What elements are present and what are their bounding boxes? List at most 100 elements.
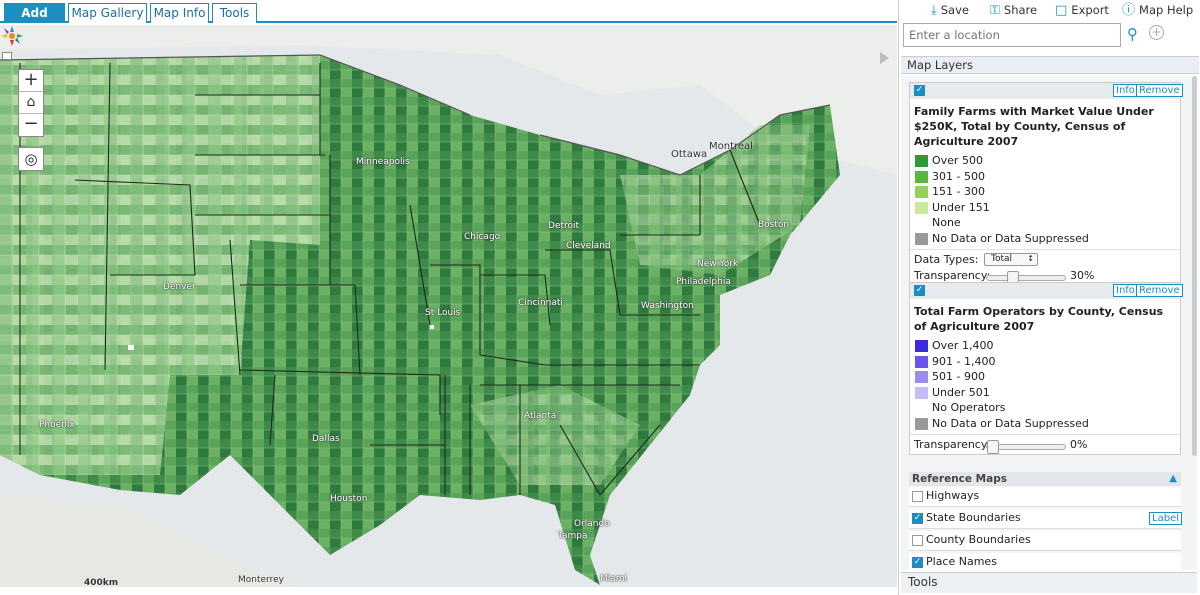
- transparency-label: Transparency:: [914, 269, 991, 282]
- city-label: Atlanta: [524, 411, 557, 421]
- share-label: Share: [1003, 3, 1038, 17]
- legend-item: 151 - 300: [910, 184, 1180, 200]
- reference-maps-header[interactable]: Reference Maps ▲: [909, 472, 1181, 486]
- ref-item-county-boundaries[interactable]: County Boundaries: [909, 531, 1181, 551]
- transparency-slider[interactable]: [986, 271, 1066, 285]
- highways-checkbox[interactable]: [912, 491, 923, 502]
- tab-map-info[interactable]: Map Info: [150, 3, 209, 23]
- zoom-out-button[interactable]: −: [23, 113, 39, 134]
- city-label: Cincinnati: [518, 298, 563, 308]
- county-boundaries-checkbox[interactable]: [912, 535, 923, 546]
- layer-card-farm-operators: ✓ Info Remove Total Farm Operators by Co…: [909, 282, 1183, 455]
- home-button[interactable]: ⌂: [19, 92, 43, 114]
- state-boundaries-checkbox[interactable]: ✓: [912, 513, 923, 524]
- city-label: Dallas: [312, 434, 340, 444]
- data-types-select[interactable]: Total: [984, 253, 1038, 266]
- legend-swatch: [915, 402, 928, 414]
- logo-icon: [1, 26, 23, 46]
- share-icon: ⚿: [990, 3, 1000, 18]
- layer-title: Family Farms with Market Value Under $25…: [914, 105, 1154, 148]
- legend-item: Under 151: [910, 200, 1180, 216]
- legend-item: 301 - 500: [910, 169, 1180, 185]
- layer-title: Total Farm Operators by County, Census o…: [914, 305, 1164, 333]
- ref-item-state-boundaries[interactable]: ✓ State Boundaries Label: [909, 509, 1182, 529]
- location-input[interactable]: [903, 23, 1121, 47]
- legend-swatch: [915, 386, 928, 399]
- city-label: Denver: [163, 282, 196, 292]
- legend-label: Over 1,400: [932, 339, 994, 352]
- ref-item-label: Place Names: [926, 555, 997, 568]
- reference-maps-title: Reference Maps: [912, 473, 1007, 485]
- ref-item-highways[interactable]: Highways: [909, 487, 1181, 507]
- city-label: Boston: [758, 220, 790, 230]
- layer-info-button[interactable]: Info: [1113, 84, 1138, 97]
- city-label: New York: [697, 259, 739, 269]
- export-label: Export: [1071, 3, 1109, 17]
- layer-visibility-checkbox[interactable]: ✓: [914, 85, 925, 96]
- legend-swatch: [915, 186, 928, 198]
- legend-label: Under 151: [932, 200, 990, 214]
- scrollbar[interactable]: [1192, 76, 1197, 456]
- transparency-slider[interactable]: [986, 440, 1066, 454]
- tab-tools[interactable]: Tools: [212, 3, 257, 23]
- city-label: Ottawa: [671, 149, 708, 160]
- search-icon[interactable]: ⚲: [1127, 25, 1138, 43]
- data-types-row: Data Types: Total: [910, 249, 1180, 268]
- map-layers-header[interactable]: Map Layers: [901, 56, 1199, 74]
- location-search: ⚲ +: [903, 23, 1199, 49]
- city-label: Washington: [641, 301, 694, 311]
- layer-info-button[interactable]: Info: [1113, 284, 1138, 297]
- legend-item: No Data or Data Suppressed: [910, 231, 1180, 247]
- legend-label: No Operators: [932, 401, 1006, 414]
- collapse-arrow-icon[interactable]: [880, 52, 889, 64]
- map-canvas[interactable]: + ⌂ − ◎ Minneapolis Chicago Detroit Clev…: [0, 25, 897, 587]
- zoom-in-button[interactable]: +: [19, 70, 43, 92]
- transparency-row: Transparency: 30%: [910, 268, 1180, 285]
- share-button[interactable]: ⚿ Share: [990, 2, 1037, 19]
- city-label: Tampa: [558, 531, 588, 541]
- tab-add-data[interactable]: Add Data: [4, 3, 65, 38]
- legend-label: Under 501: [932, 385, 990, 399]
- map-help-label: Map Help: [1139, 3, 1194, 17]
- scale-km-label: 400km: [84, 578, 119, 587]
- legend-swatch: [915, 201, 928, 214]
- layer-bar: ✓ Info Remove: [910, 83, 1183, 99]
- panel-toggle-icon[interactable]: [2, 52, 12, 60]
- legend-swatch: [915, 417, 928, 430]
- ref-item-place-names[interactable]: ✓ Place Names: [909, 553, 1181, 570]
- map-layers-list: ✓ Info Remove Family Farms with Market V…: [901, 76, 1197, 570]
- export-button[interactable]: □ Export: [1055, 2, 1109, 19]
- ref-item-label: County Boundaries: [926, 533, 1031, 546]
- city-label: Detroit: [548, 221, 580, 231]
- add-location-icon[interactable]: +: [1149, 25, 1164, 40]
- city-label: Phoenix: [39, 420, 75, 430]
- label-button[interactable]: Label: [1149, 512, 1182, 525]
- slider-thumb[interactable]: [987, 440, 999, 454]
- tools-footer[interactable]: Tools: [901, 572, 1197, 593]
- save-button[interactable]: ⤓ Save: [931, 2, 969, 19]
- chevron-up-icon[interactable]: ▲: [1169, 473, 1177, 484]
- legend-item: Over 1,400: [910, 338, 1180, 354]
- layer-remove-button[interactable]: Remove: [1136, 84, 1183, 97]
- legend-label: No Data or Data Suppressed: [932, 231, 1089, 245]
- legend-item: 501 - 900: [910, 369, 1180, 385]
- save-icon: ⤓: [931, 3, 937, 18]
- tab-map-gallery[interactable]: Map Gallery: [68, 3, 147, 23]
- transparency-value: 30%: [1070, 269, 1095, 282]
- legend-label: 301 - 500: [932, 169, 985, 183]
- place-names-checkbox[interactable]: ✓: [912, 557, 923, 568]
- city-label: Chicago: [464, 232, 501, 242]
- map-help-button[interactable]: ⓘ Map Help: [1122, 2, 1193, 19]
- city-label: Philadelphia: [676, 277, 731, 287]
- layer-visibility-checkbox[interactable]: ✓: [914, 285, 925, 296]
- data-types-label: Data Types:: [914, 253, 979, 266]
- transparency-label: Transparency:: [914, 438, 991, 451]
- choropleth-map: [0, 25, 897, 587]
- ref-item-label: Highways: [926, 489, 980, 502]
- layer-remove-button[interactable]: Remove: [1136, 284, 1183, 297]
- city-label: Cleveland: [566, 241, 611, 251]
- locate-button[interactable]: ◎: [18, 147, 44, 171]
- panel-toolbar: ⤓ Save ⚿ Share □ Export ⓘ Map Help: [899, 0, 1200, 21]
- legend-item: None: [910, 215, 1180, 231]
